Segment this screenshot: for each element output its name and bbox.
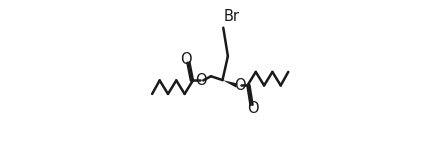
Text: O: O xyxy=(181,52,192,67)
Text: O: O xyxy=(234,78,246,93)
Text: O: O xyxy=(247,101,259,116)
Text: O: O xyxy=(195,73,206,88)
Text: Br: Br xyxy=(224,9,240,24)
Polygon shape xyxy=(222,80,238,87)
